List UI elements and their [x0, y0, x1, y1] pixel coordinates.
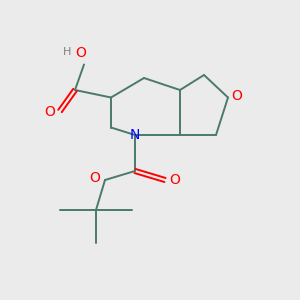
Text: O: O	[76, 46, 86, 60]
Text: N: N	[130, 128, 140, 142]
Text: O: O	[231, 89, 242, 103]
Text: H: H	[63, 47, 72, 57]
Text: O: O	[90, 172, 101, 185]
Text: O: O	[169, 173, 180, 187]
Text: O: O	[45, 106, 56, 119]
